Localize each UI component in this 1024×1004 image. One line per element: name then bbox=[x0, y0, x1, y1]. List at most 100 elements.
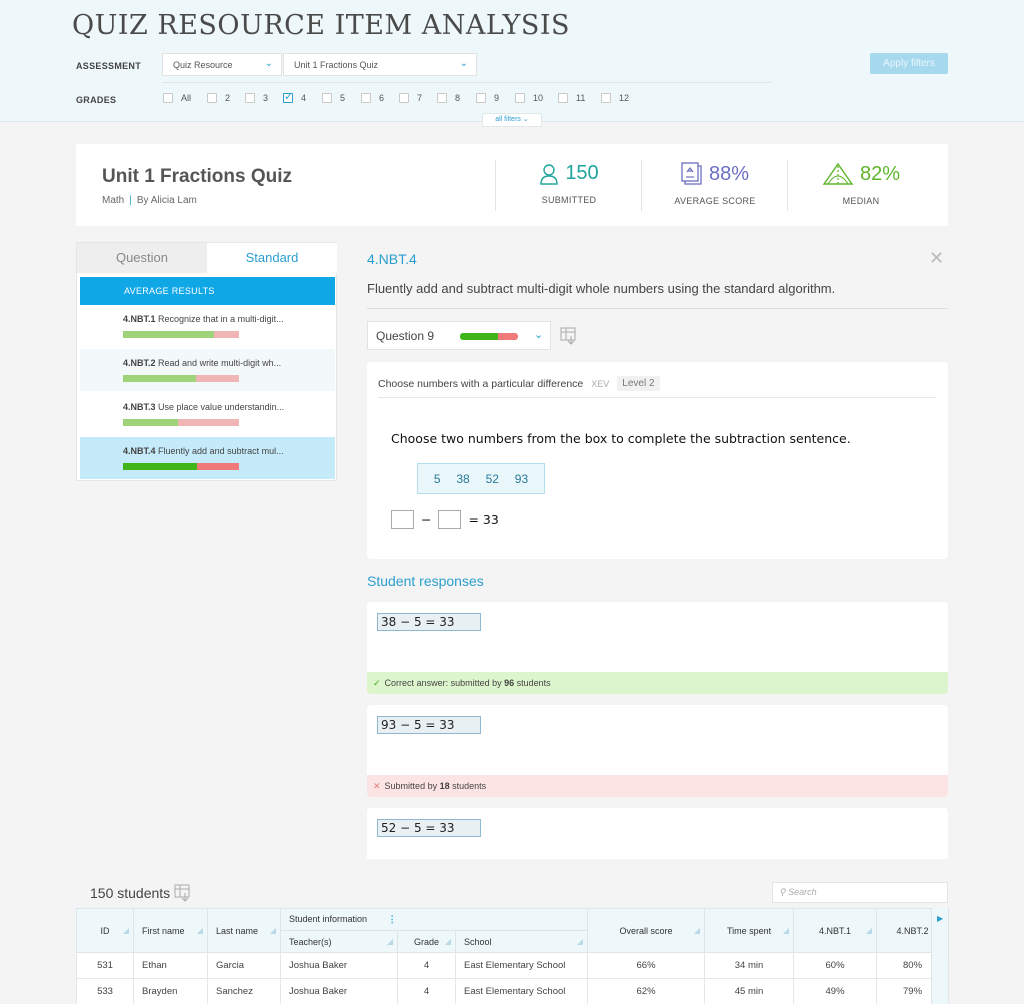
sort-icon: ◢ bbox=[122, 925, 129, 935]
assessment-type-select[interactable]: Quiz Resource ⌄ bbox=[162, 53, 282, 76]
cell-time-spent: 45 min bbox=[704, 978, 795, 1004]
grade-checkbox-10[interactable]: 10 bbox=[515, 93, 543, 103]
standard-row[interactable]: 4.NBT.1 Recognize that in a multi-digit.… bbox=[80, 305, 335, 347]
answer-blank bbox=[391, 510, 414, 529]
standard-result-bar bbox=[123, 375, 239, 382]
grade-checkbox-8[interactable]: 8 bbox=[437, 93, 460, 103]
column-header-4nbt1[interactable]: 4.NBT.1 ◢ bbox=[793, 908, 878, 953]
cell-overall-score: 62% bbox=[587, 978, 706, 1004]
response-footer-correct: ✓ Correct answer: submitted by 96 student… bbox=[367, 672, 948, 694]
grade-checkbox-12[interactable]: 12 bbox=[601, 93, 629, 103]
sort-icon: ◢ bbox=[196, 925, 203, 935]
stat-submitted: 150 SUBMITTED bbox=[496, 162, 642, 205]
grade-label: 4 bbox=[301, 93, 307, 103]
grade-checkbox-all[interactable]: All bbox=[163, 93, 191, 103]
minus-sign: − bbox=[421, 512, 432, 527]
standard-result-bar bbox=[123, 419, 239, 426]
grade-checkbox-2[interactable]: 2 bbox=[207, 93, 230, 103]
table-row[interactable]: 533 Brayden Sanchez Joshua Baker 4 East … bbox=[76, 978, 950, 1004]
cell-first-name: Brayden bbox=[133, 978, 208, 1004]
cell-teacher: Joshua Baker bbox=[280, 952, 398, 979]
table-export-icon[interactable] bbox=[174, 884, 192, 902]
standard-text: Read and write multi-digit wh... bbox=[158, 358, 282, 368]
cell-teacher: Joshua Baker bbox=[280, 978, 398, 1004]
standard-code: 4.NBT.1 bbox=[123, 314, 156, 324]
tab-standard[interactable]: Standard bbox=[207, 243, 337, 273]
assessment-label: ASSESSMENT bbox=[76, 61, 142, 71]
column-header-last-name[interactable]: Last name ◢ bbox=[207, 908, 281, 953]
table-row[interactable]: 531 Ethan Garcia Joshua Baker 4 East Ele… bbox=[76, 952, 950, 979]
more-vertical-icon[interactable]: ⋮ bbox=[387, 914, 397, 924]
filter-divider bbox=[162, 82, 772, 83]
column-group-student-information: Student information ⋮ bbox=[279, 908, 589, 931]
average-label: AVERAGE SCORE bbox=[674, 196, 756, 206]
x-icon: ✕ bbox=[373, 781, 381, 791]
header-label: Last name bbox=[216, 925, 259, 936]
grade-label: 5 bbox=[340, 93, 346, 103]
standard-result-bar bbox=[123, 463, 239, 470]
standard-label: 4.NBT.4 Fluently add and subtract mul... bbox=[123, 446, 284, 456]
question-card: Choose numbers with a particular differe… bbox=[367, 362, 948, 559]
user-icon bbox=[540, 163, 559, 185]
cell-last-name: Garcia bbox=[207, 952, 281, 979]
grade-label: 11 bbox=[576, 93, 586, 103]
subtraction-sentence: − = 33 bbox=[391, 510, 499, 529]
stat-median: 82% MEDIAN bbox=[788, 162, 934, 206]
standard-row[interactable]: 4.NBT.2 Read and write multi-digit wh... bbox=[80, 349, 335, 391]
column-header-school[interactable]: School ◢ bbox=[454, 930, 589, 953]
response-card: 38 − 5 = 33 ✓ Correct answer: submitted b… bbox=[367, 602, 948, 694]
column-header-overall-score[interactable]: Overall score ◢ bbox=[587, 908, 706, 953]
column-header-id[interactable]: ID ◢ bbox=[76, 908, 134, 953]
search-input[interactable]: ⚲ Search bbox=[772, 882, 948, 903]
standard-row[interactable]: 4.NBT.3 Use place value understandin... bbox=[80, 393, 335, 435]
column-header-time-spent[interactable]: Time spent ◢ bbox=[704, 908, 795, 953]
grade-checkbox-5[interactable]: 5 bbox=[322, 93, 345, 103]
students-table: ID ◢ First name ◢ Last name ◢ Student infor… bbox=[76, 908, 950, 1004]
grade-checkbox-6[interactable]: 6 bbox=[361, 93, 384, 103]
apply-filters-button[interactable]: Apply filters bbox=[870, 53, 948, 74]
quiz-document-icon bbox=[681, 162, 702, 185]
grade-label: 7 bbox=[417, 93, 423, 103]
column-header-grade[interactable]: Grade ◢ bbox=[397, 930, 456, 953]
standard-text: Recognize that in a multi-digit... bbox=[158, 314, 284, 324]
grade-label: 8 bbox=[455, 93, 461, 103]
stat-divider bbox=[641, 160, 642, 211]
table-scroll-right-button[interactable]: ▶ bbox=[931, 908, 948, 1004]
all-filters-toggle[interactable]: all filters ⌄ bbox=[482, 113, 542, 127]
checkbox-icon bbox=[515, 93, 525, 103]
question-level: Level 2 bbox=[617, 376, 660, 391]
table-export-icon[interactable] bbox=[560, 327, 578, 345]
grade-checkbox-9[interactable]: 9 bbox=[476, 93, 499, 103]
grade-checkbox-7[interactable]: 7 bbox=[399, 93, 422, 103]
assessment-name-select[interactable]: Unit 1 Fractions Quiz ⌄ bbox=[283, 53, 477, 76]
standard-row-active[interactable]: 4.NBT.4 Fluently add and subtract mul... bbox=[80, 437, 335, 479]
standard-description: Fluently add and subtract multi-digit wh… bbox=[367, 281, 836, 296]
header-label: ID bbox=[100, 925, 110, 936]
header-label: 4.NBT.2 bbox=[896, 925, 929, 936]
header-label: Grade bbox=[413, 936, 439, 947]
grade-checkbox-11[interactable]: 11 bbox=[558, 93, 585, 103]
grade-checkbox-3[interactable]: 3 bbox=[245, 93, 268, 103]
quiz-author: By Alicia Lam bbox=[136, 195, 197, 206]
answer-blank bbox=[438, 510, 462, 529]
chevron-down-icon: ⌄ bbox=[264, 58, 273, 69]
student-count-label: 150 students bbox=[90, 885, 171, 901]
header-label: Overall score bbox=[619, 925, 673, 936]
all-filters-label: all filters bbox=[495, 116, 521, 123]
standard-code: 4.NBT.4 bbox=[123, 446, 156, 456]
question-select[interactable]: Question 9 ⌄ bbox=[367, 321, 551, 350]
tab-question[interactable]: Question bbox=[77, 243, 207, 273]
grade-checkbox-4[interactable]: 4 bbox=[283, 90, 307, 103]
search-icon: ⚲ bbox=[779, 887, 786, 897]
response-count: 96 bbox=[504, 678, 515, 688]
sort-icon: ◢ bbox=[386, 936, 393, 946]
standard-result-bar bbox=[123, 331, 239, 338]
stat-divider bbox=[787, 160, 788, 211]
column-header-teachers[interactable]: Teacher(s) ◢ bbox=[280, 930, 398, 953]
close-icon[interactable]: ✕ bbox=[929, 248, 945, 268]
header-label: 4.NBT.1 bbox=[819, 925, 852, 936]
column-header-first-name[interactable]: First name ◢ bbox=[133, 908, 208, 953]
caret-right-icon: ▶ bbox=[937, 914, 944, 923]
sentence-result: = 33 bbox=[468, 512, 499, 527]
cell-time-spent: 34 min bbox=[704, 952, 795, 979]
